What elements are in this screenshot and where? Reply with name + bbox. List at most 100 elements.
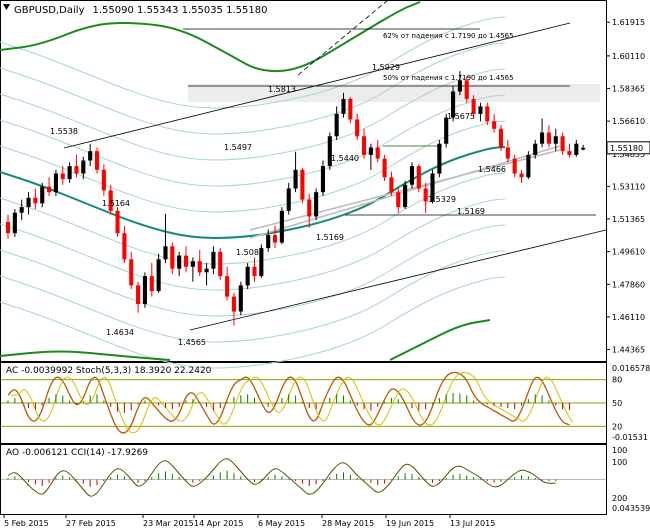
level-label: 1.4634 bbox=[106, 328, 134, 337]
stoch-signal-line bbox=[11, 371, 573, 434]
candle-body bbox=[396, 192, 401, 208]
candle-body bbox=[218, 251, 223, 277]
candle-body bbox=[12, 212, 17, 234]
candle-body bbox=[553, 136, 558, 144]
candle-body bbox=[47, 186, 52, 193]
price-tick-label: 1.44365 bbox=[612, 345, 645, 354]
candle-body bbox=[170, 246, 175, 269]
candle-body bbox=[26, 197, 31, 208]
candle-body bbox=[334, 113, 339, 137]
cci-line bbox=[7, 458, 556, 497]
stoch-tick-label: 20 bbox=[612, 422, 622, 431]
candle-body bbox=[320, 166, 326, 193]
candle-body bbox=[567, 151, 572, 155]
envelope-band bbox=[0, 172, 506, 265]
candle-body bbox=[307, 199, 312, 217]
stoch-main-line bbox=[7, 371, 570, 434]
candle-body bbox=[211, 251, 216, 269]
candle-body bbox=[149, 276, 154, 292]
level-label: 1.5497 bbox=[224, 143, 252, 152]
candle-body bbox=[361, 136, 367, 155]
candle-body bbox=[478, 106, 483, 114]
time-tick-label: 19 Jun 2015 bbox=[386, 519, 434, 528]
stoch-tick-label: 80 bbox=[612, 376, 622, 385]
level-label: 1.5164 bbox=[102, 199, 130, 208]
lower-channel-line bbox=[189, 229, 607, 331]
envelope-band bbox=[0, 224, 506, 317]
candle-body bbox=[272, 235, 278, 243]
level-label: 1.5169 bbox=[316, 233, 344, 242]
candle-body bbox=[348, 98, 353, 120]
candle-body bbox=[122, 233, 127, 260]
level-label: 1.5329 bbox=[428, 195, 456, 204]
current-price-box bbox=[606, 141, 650, 155]
stoch-tick-label: -0.01531 bbox=[612, 433, 648, 442]
candle-body bbox=[293, 169, 298, 189]
candle-body bbox=[225, 276, 230, 297]
candle-body bbox=[574, 143, 579, 155]
candle-body bbox=[115, 210, 120, 234]
level-label: 1.5169 bbox=[457, 207, 485, 216]
time-tick-label: 28 May 2015 bbox=[322, 519, 374, 528]
fib50-label: 50% от падения с 1.7190 до 1.4565 bbox=[383, 74, 514, 82]
stochastic-indicator: 0.016578 80 50 20 -0.01531 bbox=[1, 364, 650, 442]
fib62-label: 62% от падения с 1.7190 до 1.4565 bbox=[383, 32, 514, 40]
candle-body bbox=[5, 222, 11, 234]
envelope-band bbox=[0, 94, 506, 187]
candle-body bbox=[560, 136, 565, 152]
time-axis: 5 Feb 2015 27 Feb 2015 23 Mar 2015 14 Apr 2… bbox=[3, 514, 495, 528]
candle-body bbox=[266, 235, 271, 249]
current-price-label: 1.55180 bbox=[610, 144, 643, 153]
candle-body bbox=[485, 106, 490, 122]
candle-body bbox=[108, 190, 113, 211]
candle-body bbox=[389, 177, 394, 193]
candle-body bbox=[492, 121, 497, 129]
level-label: 1.5929 bbox=[372, 63, 400, 72]
candle-body bbox=[60, 173, 65, 180]
envelope-band bbox=[0, 42, 506, 135]
stoch-tick-label: 50 bbox=[612, 399, 622, 408]
level-label: 1.5440 bbox=[331, 154, 359, 163]
candle-body bbox=[197, 261, 202, 273]
candle-body bbox=[259, 248, 264, 277]
candle-body bbox=[67, 166, 72, 180]
candle-body bbox=[505, 147, 510, 159]
moving-average bbox=[0, 146, 506, 240]
candle-body bbox=[33, 197, 38, 204]
price-tick-label: 1.46110 bbox=[612, 313, 645, 322]
candle-body bbox=[546, 132, 551, 144]
candle-body bbox=[252, 266, 257, 277]
price-tick-label: 1.61915 bbox=[612, 18, 645, 27]
collapse-arrow-icon[interactable] bbox=[3, 4, 10, 10]
candle-body bbox=[533, 143, 538, 155]
candle-body bbox=[231, 296, 237, 312]
candle-body bbox=[190, 261, 195, 267]
candle-body bbox=[94, 151, 100, 170]
candle-body bbox=[457, 80, 462, 92]
candle-body bbox=[471, 98, 476, 114]
candle-body bbox=[581, 147, 586, 150]
candle-body bbox=[19, 207, 24, 213]
level-label: 1.5813 bbox=[268, 85, 296, 94]
candle-body bbox=[163, 246, 168, 260]
candle-body bbox=[423, 188, 428, 202]
price-labels: 1.5538 1.5164 1.4634 1.4565 1.5497 1.5089 1.58… bbox=[50, 63, 506, 347]
candle-body bbox=[409, 166, 415, 185]
candle-body bbox=[368, 147, 373, 155]
price-tick-label: 1.47860 bbox=[612, 280, 645, 289]
time-tick-label: 27 Feb 2015 bbox=[66, 519, 116, 528]
time-tick-label: 14 Apr 2015 bbox=[194, 519, 243, 528]
candle-body bbox=[136, 285, 141, 305]
level-label: 1.5675 bbox=[447, 112, 475, 121]
candle-body bbox=[498, 128, 504, 148]
chart-header: GBPUSD,Daily 1.55090 1.55343 1.55035 1.55… bbox=[14, 5, 267, 16]
cci-tick-label: 100 bbox=[612, 458, 627, 467]
candlesticks[interactable] bbox=[5, 71, 586, 326]
price-tick-label: 1.56610 bbox=[612, 117, 645, 126]
candle-body bbox=[451, 91, 456, 118]
dashed-trend-line bbox=[297, 0, 389, 76]
candle-body bbox=[204, 268, 209, 273]
lower-envelope bbox=[0, 350, 171, 361]
